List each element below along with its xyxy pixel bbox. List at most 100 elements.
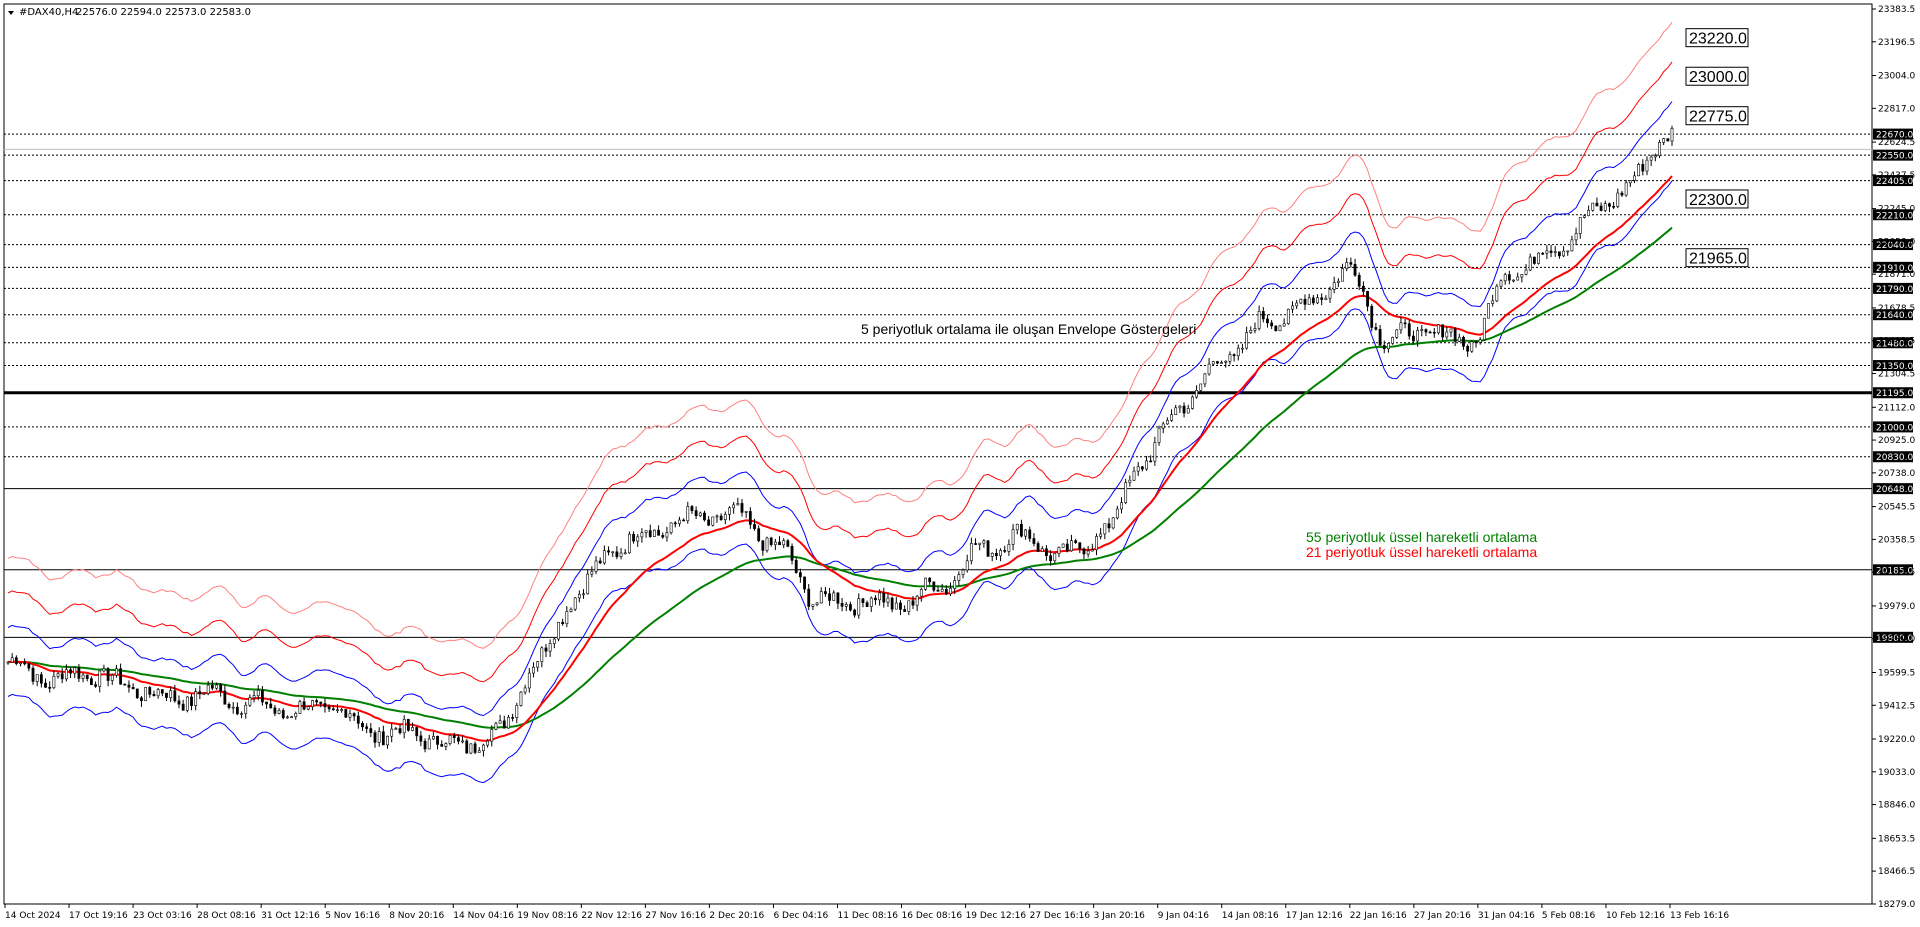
candle-body (1528, 256, 1532, 271)
candle-body (190, 696, 193, 706)
target-price-tag[interactable] (1685, 28, 1749, 48)
candle-body (744, 511, 748, 513)
candle-body (144, 687, 148, 702)
envelope-mid-upper[interactable] (7, 61, 1673, 683)
candle-body (1128, 479, 1132, 483)
candle-body (1453, 328, 1457, 342)
candle-body (94, 684, 97, 687)
level-price-box (1873, 387, 1913, 399)
target-price-tag[interactable] (1685, 189, 1749, 209)
candle-body (1211, 361, 1215, 365)
candle-body (753, 524, 756, 529)
candle-body (748, 511, 752, 525)
candle-body (1387, 343, 1390, 350)
time-tick-label: 3 Jan 20:16 (1094, 911, 1146, 921)
time-tick-label: 23 Oct 03:16 (133, 911, 192, 921)
menu-triangle-icon[interactable] (8, 11, 14, 15)
candle-body (327, 706, 331, 710)
candle-body (632, 533, 635, 542)
candle-body (1462, 336, 1465, 347)
candle-body (1624, 182, 1628, 196)
candle-body (461, 740, 464, 743)
candle-body (1053, 553, 1057, 562)
target-price-tag[interactable] (1685, 66, 1749, 86)
candle-body (1520, 274, 1524, 278)
candle-body (1420, 329, 1424, 331)
candle-body (515, 705, 519, 718)
candle-body (444, 743, 448, 747)
candle-body (256, 689, 260, 696)
candle-body (1115, 508, 1119, 519)
candle-body (861, 598, 865, 603)
candle-body (1499, 280, 1503, 287)
candle-body (1432, 331, 1436, 334)
candle-body (81, 674, 85, 679)
candle-body (1487, 303, 1490, 319)
candle-body (427, 738, 431, 750)
price-tick-label: 22058.0 (1878, 237, 1915, 247)
candle-body (577, 594, 581, 599)
candle-body (298, 701, 302, 714)
candle-body (1070, 540, 1073, 552)
candle-body (936, 589, 940, 592)
target-price-label: 23000.0 (1689, 69, 1747, 86)
candle-body (110, 674, 114, 681)
candle-body (1603, 203, 1607, 211)
candle-body (1595, 202, 1599, 207)
candle-body (1024, 529, 1027, 537)
candle-body (1065, 543, 1069, 552)
candle-body (10, 657, 14, 663)
candle-body (627, 533, 631, 554)
target-price-tag[interactable] (1685, 248, 1749, 268)
candle-body (1512, 279, 1515, 282)
candle-body (586, 573, 590, 595)
candle-body (1495, 285, 1499, 302)
envelope-outer-upper[interactable] (7, 21, 1673, 649)
price-tick-label: 18279.0 (1878, 900, 1915, 910)
candle-body (1628, 180, 1632, 184)
time-tick-label: 28 Oct 08:16 (197, 911, 256, 921)
candle-body (77, 667, 81, 679)
level-price-box (1873, 337, 1913, 349)
candle-body (953, 580, 957, 589)
target-price-tag[interactable] (1685, 106, 1749, 126)
price-tick-label: 22817.0 (1878, 104, 1915, 114)
candle-body (723, 514, 727, 521)
candle-body (1270, 322, 1274, 327)
candle-body (1545, 250, 1549, 254)
candle-body (152, 694, 156, 697)
candle-body (1199, 383, 1203, 391)
candle-body (569, 608, 573, 612)
ema55-line[interactable] (7, 226, 1673, 729)
time-tick-label: 31 Oct 12:16 (261, 911, 320, 921)
price-tick-label: 21871.0 (1878, 270, 1915, 280)
candle-body (373, 732, 377, 743)
candle-body (1095, 536, 1098, 550)
envelope-inner-lower[interactable] (7, 180, 1673, 784)
ema21-line[interactable] (7, 175, 1673, 742)
candle-body (290, 716, 293, 719)
candle-body (1524, 269, 1528, 275)
candle-body (306, 706, 310, 710)
candle-body (457, 737, 460, 742)
candle-body (1466, 346, 1470, 352)
level-price-box (1873, 261, 1913, 273)
candle-body (64, 669, 68, 680)
candle-body (1541, 252, 1545, 255)
candle-body (1149, 460, 1153, 463)
candle-body (1437, 324, 1440, 334)
candle-body (1303, 298, 1307, 305)
envelope-inner-upper[interactable] (7, 101, 1673, 717)
level-price-box (1873, 128, 1913, 140)
candle-body (719, 515, 723, 521)
candle-body (423, 740, 427, 750)
time-tick-label: 16 Dec 08:16 (902, 911, 963, 921)
candle-body (1320, 297, 1324, 300)
candle-body (202, 693, 206, 695)
candle-body (365, 726, 369, 729)
candle-body (761, 540, 765, 551)
candle-body (1203, 373, 1207, 385)
candle-body (331, 708, 335, 711)
candle-body (1111, 517, 1115, 529)
